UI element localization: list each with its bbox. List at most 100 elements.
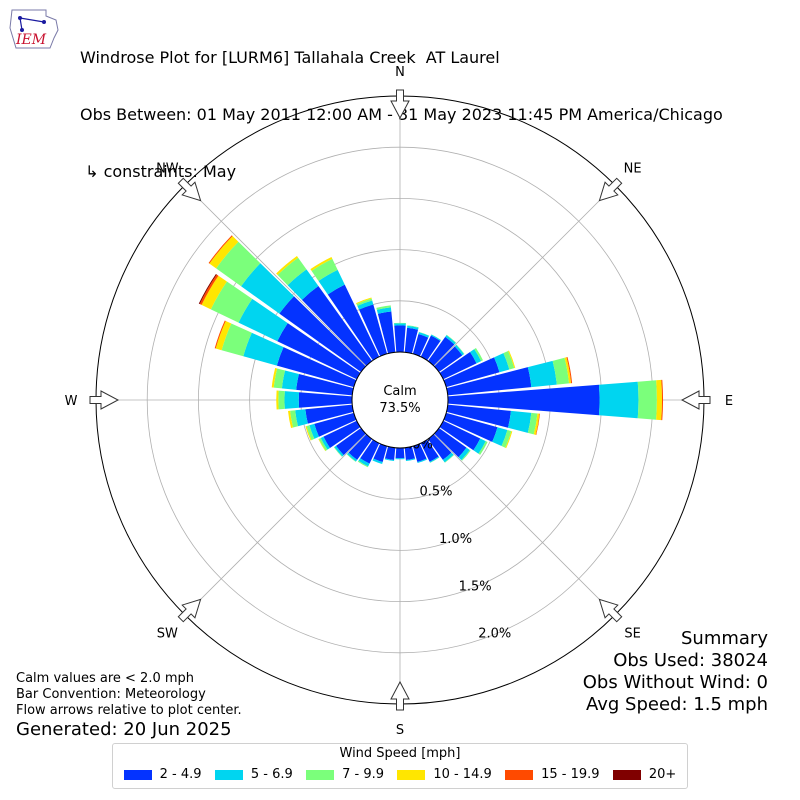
windrose-bar-segment [277, 257, 307, 286]
windrose-bar-segment [494, 353, 510, 373]
windrose-bar-segment [314, 412, 357, 437]
windrose-bar-segment [508, 350, 516, 369]
windrose-bar-segment [360, 439, 380, 464]
windrose-bar-segment [456, 344, 465, 355]
windrose-bar-segment [278, 390, 285, 410]
windrose-bar-segment [384, 458, 395, 462]
legend-label: 5 - 6.9 [250, 767, 293, 782]
calm-circle [351, 351, 449, 449]
flow-arrow [89, 390, 120, 410]
windrose-bar-segment [238, 298, 288, 342]
notes-block: Calm values are < 2.0 mph Bar Convention… [16, 671, 242, 719]
legend-title: Wind Speed [mph] [339, 746, 461, 761]
windrose-bar-segment [221, 323, 252, 357]
grid-spoke [184, 184, 401, 401]
windrose-bar-segment [346, 454, 356, 462]
windrose-bar-segment [412, 443, 427, 463]
windrose-bar-segment [209, 236, 239, 269]
legend-swatch [397, 769, 426, 780]
windrose-bar-segment [357, 300, 374, 310]
windrose-bar-segment [311, 258, 338, 281]
flow-arrow [680, 390, 711, 410]
windrose-bar-segment [298, 392, 353, 408]
bar-convention-note: Bar Convention: Meteorology [16, 687, 206, 702]
windrose-bar-segment [637, 380, 657, 420]
windrose-bar-segment [327, 284, 380, 361]
legend-item: 15 - 19.9 [505, 767, 600, 782]
legend-item: 20+ [612, 767, 677, 782]
direction-label: SE [624, 627, 640, 642]
windrose-bar-segment [376, 305, 391, 310]
windrose-bar-segment [446, 367, 532, 396]
windrose-bar-segment [439, 352, 477, 380]
windrose-bar-segment [443, 412, 498, 442]
windrose-bar-segment [445, 335, 456, 345]
flow-arrow [390, 89, 410, 120]
radial-tick-label: 2.0% [478, 627, 511, 642]
legend-label: 15 - 19.9 [541, 767, 600, 782]
direction-label: NE [624, 161, 642, 176]
grid-spoke [399, 399, 616, 616]
legend-label: 7 - 9.9 [342, 767, 384, 782]
windrose-bar-segment [276, 347, 357, 388]
windrose-bar-segment [404, 327, 419, 354]
windrose-bar-segment [564, 357, 572, 384]
legend-label: 20+ [648, 767, 677, 782]
windrose-bar-segment [357, 460, 369, 468]
windrose-bar-segment [323, 420, 361, 448]
title-line-2: Obs Between: 01 May 2011 12:00 AM - 31 M… [80, 105, 723, 124]
windrose-bar-segment [395, 458, 405, 460]
summary-avg-speed: Avg Speed: 1.5 mph [586, 694, 768, 715]
legend-swatch [505, 769, 534, 780]
generated-date: Generated: 20 Jun 2025 [16, 719, 232, 740]
iem-logo: IEM [9, 9, 59, 49]
windrose-bar-segment [376, 307, 392, 314]
windrose-bar-segment [372, 458, 383, 464]
radial-tick-label: 1.5% [459, 579, 492, 594]
windrose-bar-segment [305, 426, 312, 441]
windrose-bar-segment [208, 235, 233, 264]
windrose-bar-segment [373, 443, 388, 463]
windrose-bar-segment [276, 390, 279, 410]
legend-swatch [214, 769, 243, 780]
windrose-bar-segment [535, 413, 541, 435]
windrose-bar-segment [552, 357, 570, 385]
windrose-bar-segment [198, 273, 217, 305]
windrose-bar-segment [404, 446, 415, 461]
windrose-bar-segment [442, 452, 454, 463]
windrose-bar-segment [318, 438, 326, 452]
legend-swatch [123, 769, 152, 780]
legend-swatch [306, 769, 335, 780]
windrose-bar-segment [356, 297, 372, 305]
windrose-bar-segment [394, 323, 406, 326]
grid-spoke [399, 184, 616, 401]
windrose-bar-segment [277, 323, 361, 380]
windrose-bar-segment [427, 434, 452, 460]
windrose-bar-segment [295, 409, 308, 427]
windrose-bar-segment [418, 331, 430, 336]
windrose-bar-segment [288, 410, 294, 428]
windrose-bar-segment [527, 412, 538, 435]
windrose-bar-segment [430, 334, 442, 341]
windrose-bar-segment [447, 384, 600, 416]
windrose-bar-segment [566, 356, 573, 384]
windrose-bar-segment [290, 410, 298, 428]
legend-label: 10 - 14.9 [433, 767, 492, 782]
windrose-bar-segment [661, 379, 664, 421]
direction-label: W [65, 394, 78, 409]
windrose-bar-segment [279, 296, 366, 373]
legend-item: 5 - 6.9 [214, 767, 293, 782]
flow-arrow [598, 177, 623, 202]
windrose-bar-segment [333, 447, 343, 457]
windrose-bar-segment [407, 325, 419, 330]
windrose-bar-segment [533, 413, 540, 435]
grid-spoke [184, 399, 401, 616]
legend: Wind Speed [mph] 2 - 4.9 5 - 6.9 7 - 9.9 10… [112, 743, 688, 789]
windrose-bars [198, 235, 664, 468]
windrose-bar-segment [347, 452, 358, 462]
legend-item: 7 - 9.9 [306, 767, 384, 782]
windrose-bar-segment [358, 458, 370, 467]
windrose-bar-segment [359, 304, 388, 357]
